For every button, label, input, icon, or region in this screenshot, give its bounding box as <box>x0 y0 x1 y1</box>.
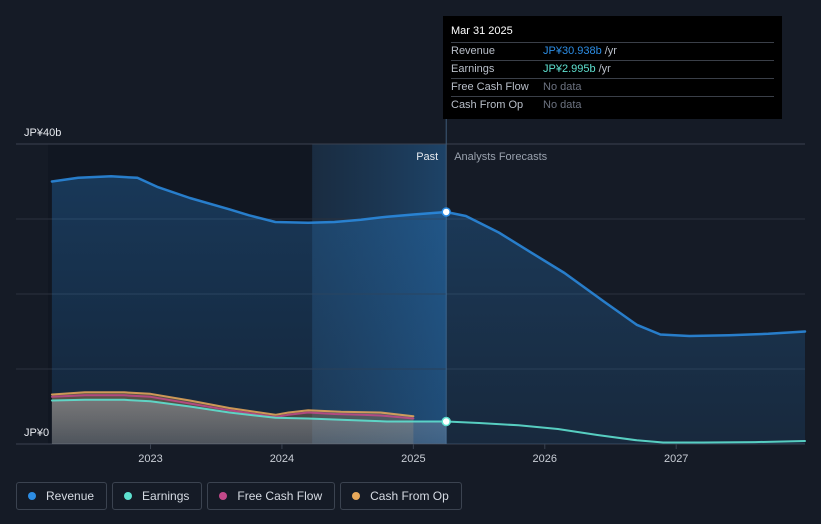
chart-canvas: JP¥40b JP¥0 2023 2024 2025 2026 2027 Past Analys… <box>16 16 807 465</box>
legend-item-revenue[interactable]: Revenue <box>16 482 108 510</box>
tooltip-label: Cash From Op <box>451 99 524 111</box>
x-tick-label: 2023 <box>138 453 162 465</box>
area-layer <box>51 176 805 445</box>
x-tick-label: 2024 <box>270 453 294 465</box>
legend-item-free-cash-flow[interactable]: Free Cash Flow <box>207 482 336 510</box>
tooltip-row-revenue: Revenue JP¥30.938b /yr <box>451 43 774 61</box>
x-tick-label: 2027 <box>664 453 688 465</box>
earnings-area <box>51 399 447 444</box>
revenue-line <box>50 175 807 338</box>
marker-earnings <box>441 416 451 427</box>
revenue-area <box>51 176 805 445</box>
past-label: Past <box>416 151 438 163</box>
x-tick-label: 2025 <box>401 453 425 465</box>
tooltip-label: Earnings <box>451 63 495 75</box>
legend-label: Earnings <box>142 489 190 503</box>
hover-tooltip: Mar 31 2025 Revenue JP¥30.938b /yr Earni… <box>443 16 782 119</box>
tooltip-value: No data <box>543 99 582 111</box>
tooltip-label: Revenue <box>451 45 496 57</box>
forecast-label: Analysts Forecasts <box>454 151 547 163</box>
tooltip-unit: /yr <box>598 63 611 75</box>
x-tick-label: 2026 <box>533 453 557 465</box>
tooltip-date: Mar 31 2025 <box>451 23 774 43</box>
legend-label: Cash From Op <box>370 489 449 503</box>
tooltip-row-free-cash-flow: Free Cash Flow No data <box>451 79 774 97</box>
legend-label: Revenue <box>46 489 95 503</box>
legend-dot-icon <box>219 492 228 500</box>
tooltip-unit: /yr <box>604 45 617 57</box>
y-axis-bottom-label: JP¥0 <box>24 427 49 439</box>
chart-legend: Revenue Earnings Free Cash Flow Cash Fro… <box>16 482 462 512</box>
legend-item-earnings[interactable]: Earnings <box>112 482 203 510</box>
legend-dot-icon <box>124 492 133 500</box>
tooltip-label: Free Cash Flow <box>451 81 529 93</box>
tooltip-value: JP¥2.995b <box>543 63 596 75</box>
cash-from-op-line <box>50 391 415 418</box>
tooltip-row-earnings: Earnings JP¥2.995b /yr <box>451 61 774 79</box>
earnings-line <box>50 398 806 444</box>
tooltip-value: No data <box>543 81 582 93</box>
tooltip-value: JP¥30.938b <box>543 45 602 57</box>
marker-revenue <box>441 207 451 217</box>
tooltip-row-cash-from-op: Cash From Op No data <box>451 97 774 114</box>
legend-dot-icon <box>28 492 36 500</box>
text-layer: JP¥40b JP¥0 2023 2024 2025 2026 2027 Past Analys… <box>24 127 688 465</box>
y-axis-top-label: JP¥40b <box>24 127 61 139</box>
legend-dot-icon <box>352 492 361 500</box>
legend-label: Free Cash Flow <box>237 489 323 503</box>
legend-item-cash-from-op[interactable]: Cash From Op <box>340 482 462 510</box>
lines-layer <box>50 175 807 444</box>
